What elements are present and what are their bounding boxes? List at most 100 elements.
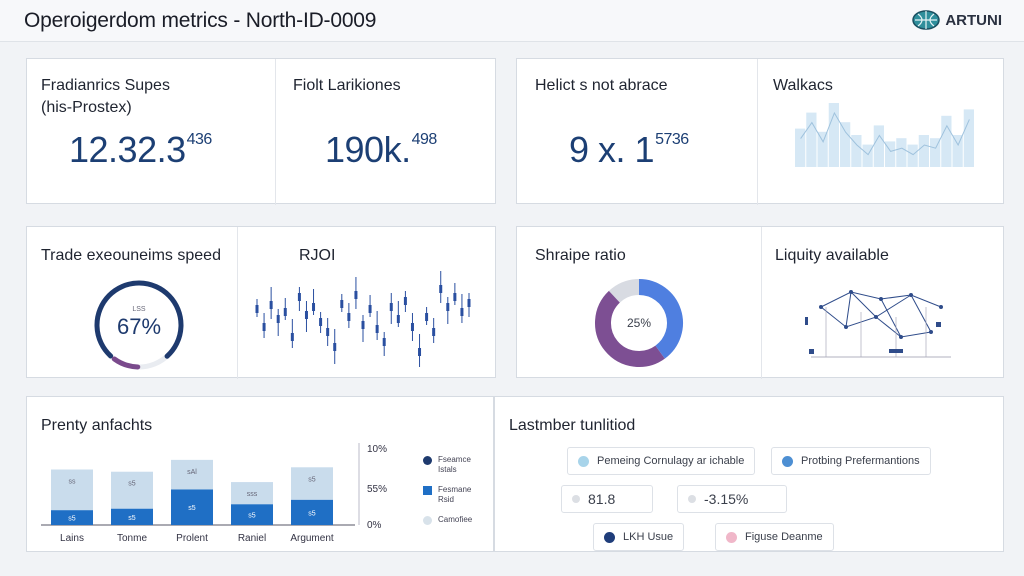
roi-candle (269, 301, 273, 309)
speed-gauge[interactable]: LSS 67% (89, 275, 189, 375)
timeline-pill-4[interactable]: -3.15% (677, 485, 787, 513)
bar-chart-legend: Fseamce Istals Fesmane Rsid Camofiee (423, 455, 493, 535)
roi-candle (297, 293, 301, 301)
timeline-pill-5[interactable]: LKH Usue (593, 523, 685, 551)
bar-segment-lower (51, 510, 93, 525)
liquidity-network-diagram[interactable] (801, 277, 961, 367)
timeline-card: Lastmber tunlitiod Pemeing Cornulagy ar … (494, 396, 1004, 552)
gauge-accent-arc (111, 356, 141, 370)
roi-candle (446, 303, 450, 311)
walkacs-bar (828, 103, 839, 167)
roi-candle (283, 308, 287, 316)
roi-candle (403, 297, 407, 305)
legend-label: Fesmane Rsid (438, 485, 472, 504)
bar-data-label: s5 (188, 505, 196, 512)
sharpe-label: Shraipe ratio (535, 247, 626, 264)
bar-segment-upper (291, 467, 333, 500)
bar-segment-lower (111, 508, 153, 525)
x-tick-label: Prolent (176, 533, 208, 544)
bar-segment-lower (171, 489, 213, 525)
roi-candle (347, 313, 351, 321)
legend-swatch (423, 456, 432, 465)
dot-icon (604, 531, 615, 543)
walkacs-bar (930, 138, 941, 167)
bar-data-label: s5 (68, 516, 76, 523)
roi-candle (333, 343, 337, 351)
trade-speed-label: Trade exeouneims speed (41, 247, 221, 264)
walkacs-bar (963, 109, 974, 167)
bar-data-label: sAl (187, 469, 197, 476)
roi-candle (262, 323, 266, 331)
donut-slice-blue (638, 279, 683, 359)
roi-candle (361, 321, 365, 329)
bar-card-label: Prenty anfachts (41, 417, 153, 434)
roi-candle (460, 308, 464, 316)
bar-segment-upper (111, 471, 153, 509)
walkacs-bar (873, 125, 884, 167)
trade-card: Trade exeouneims speed LSS 67% RJOI (26, 226, 496, 379)
metric-sublabel-1: (his-Prostex) (41, 99, 132, 116)
donut-slice-purple (595, 290, 665, 367)
metric-label-2: Fiolt Larikiones (293, 77, 401, 94)
roi-candle (467, 299, 471, 307)
walkacs-chart[interactable] (795, 97, 975, 167)
walkacs-bar (941, 115, 952, 167)
bar-segment-upper (51, 469, 93, 511)
bar-segment-lower (291, 499, 333, 525)
brand-name: ARTUNI (945, 11, 1002, 29)
bar-data-label: s5 (128, 515, 136, 522)
timeline-pill-1[interactable]: Pemeing Cornulagy ar ichable (567, 447, 756, 475)
roi-candle (389, 303, 393, 311)
roi-candle (418, 348, 422, 356)
walkacs-bar (862, 144, 873, 167)
roi-candle (255, 305, 259, 313)
roi-candle (453, 293, 457, 301)
walkacs-bar (840, 122, 851, 167)
bar-segment-upper (231, 482, 273, 505)
roi-candle (276, 315, 280, 323)
roi-candle (432, 328, 436, 336)
x-tick-label: Argument (290, 533, 334, 544)
roi-candle (304, 311, 308, 319)
y-tick-label: 55% (367, 484, 387, 495)
x-tick-label: Tonme (117, 533, 147, 544)
y-tick-label: 10% (367, 444, 387, 455)
legend-label: Fseamce Istals (438, 455, 471, 474)
roi-candle (319, 318, 323, 326)
roi-candle (354, 291, 358, 299)
walkacs-line (800, 111, 970, 156)
x-tick-label: Raniel (238, 533, 266, 544)
sharpe-donut-chart[interactable]: 25% (589, 273, 689, 373)
bar-data-label: s5 (248, 513, 256, 520)
timeline-pill-3[interactable]: 81.8 (561, 485, 653, 513)
roi-candle (326, 328, 330, 336)
roi-candle (290, 333, 294, 341)
stacked-bar-chart[interactable]: ss s5 Lains s5 s5 Tonme sAl s5 Prolent sss s5 Ranie… (37, 433, 417, 553)
walkacs-bar (918, 135, 929, 167)
roi-label: RJOI (299, 247, 336, 264)
roi-candle (410, 323, 414, 331)
roi-candle (375, 325, 379, 333)
metrics-card-left: Fradianrics Supes (his-Prostex) 12.32.34… (26, 58, 496, 205)
metrics-card-right: Helict s not abrace 9 x. 15736 Walkacs (516, 58, 1004, 205)
walkacs-bar (952, 135, 963, 167)
x-tick-label: Lains (60, 533, 84, 544)
gauge-value: 67% (117, 314, 161, 339)
walkacs-bar (806, 112, 817, 167)
metric-value-3: 9 x. 15736 (569, 129, 689, 170)
metric-label-4: Walkacs (773, 77, 833, 94)
bar-card: Prenty anfachts ss s5 Lains s5 s5 Tonme sAl s5 P… (26, 396, 494, 552)
roi-candle (425, 313, 429, 321)
roi-candle (340, 300, 344, 308)
bar-data-label: s5 (308, 510, 316, 517)
brand-logo[interactable]: ARTUNI (911, 9, 1002, 31)
dot-icon (688, 495, 696, 503)
donut-slice-grey (608, 279, 640, 303)
legend-entry[interactable]: Fesmane Rsid (423, 485, 486, 505)
timeline-pill-2[interactable]: Protbing Prefermantions (771, 447, 931, 475)
roi-candlestick-chart[interactable] (247, 267, 479, 367)
legend-entry[interactable]: Fseamce Istals (423, 455, 486, 475)
legend-entry[interactable]: Camofiee (423, 515, 486, 525)
timeline-pill-6[interactable]: Figuse Deanme (715, 523, 834, 551)
liquidity-label: Liquity available (775, 247, 889, 264)
